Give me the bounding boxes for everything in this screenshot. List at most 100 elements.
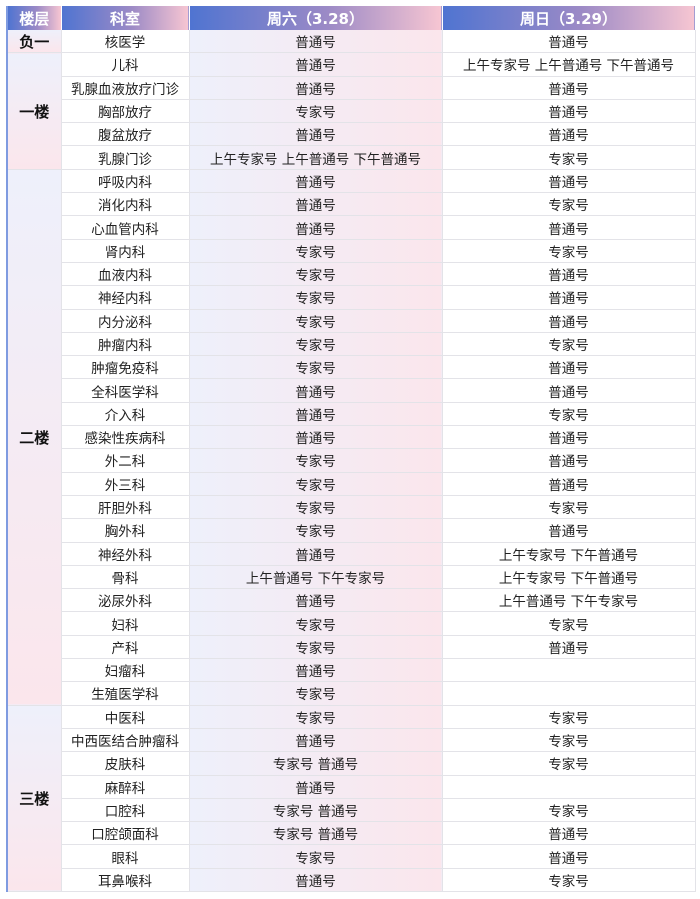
saturday-cell: 普通号 (189, 76, 443, 100)
sunday-cell: 普通号 (442, 844, 696, 869)
sunday-cell: 普通号 (442, 355, 696, 380)
saturday-cell: 专家号 (189, 518, 443, 543)
sunday-cell: 普通号 (442, 425, 696, 450)
sunday-cell: 普通号 (442, 285, 696, 310)
table-row: 乳腺门诊 上午专家号 上午普通号 下午普通号 专家号 (7, 145, 696, 170)
sunday-cell: 专家号 (442, 332, 696, 357)
sunday-cell: 普通号 (442, 169, 696, 194)
header-row: 楼层 科室 周六（3.28） 周日（3.29） (7, 6, 696, 30)
sunday-cell: 上午专家号 上午普通号 下午普通号 (442, 52, 696, 77)
saturday-cell: 普通号 (189, 52, 443, 77)
dept-cell: 眼科 (61, 844, 190, 869)
dept-cell: 中医科 (61, 705, 190, 729)
sunday-cell: 普通号 (442, 821, 696, 846)
saturday-cell: 专家号 (189, 705, 443, 729)
sunday-cell: 专家号 (442, 611, 696, 636)
header-dept: 科室 (61, 6, 190, 30)
table-row: 胸部放疗 专家号 普通号 (7, 99, 696, 124)
dept-cell: 胸部放疗 (61, 99, 190, 124)
saturday-cell: 专家号 (189, 285, 443, 310)
table-row: 泌尿外科 普通号 上午普通号 下午专家号 (7, 588, 696, 613)
floor-cell: 负一 (7, 30, 62, 54)
dept-cell: 产科 (61, 635, 190, 660)
dept-cell: 介入科 (61, 402, 190, 427)
dept-cell: 腹盆放疗 (61, 122, 190, 147)
dept-cell: 呼吸内科 (61, 169, 190, 194)
table-row: 三楼 中医科 专家号 专家号 (7, 705, 696, 892)
dept-cell: 口腔科 (61, 798, 190, 823)
sunday-cell: 普通号 (442, 215, 696, 240)
dept-cell: 生殖医学科 (61, 681, 190, 706)
dept-cell: 麻醉科 (61, 775, 190, 799)
saturday-cell: 专家号 (189, 472, 443, 496)
sunday-cell: 普通号 (442, 518, 696, 543)
saturday-cell: 上午专家号 上午普通号 下午普通号 (189, 145, 443, 170)
floor-cell: 一楼 (7, 52, 62, 170)
saturday-cell: 普通号 (189, 169, 443, 194)
dept-cell: 肿瘤免疫科 (61, 355, 190, 380)
table-row: 心血管内科 普通号 普通号 (7, 215, 696, 240)
table-row: 全科医学科 普通号 普通号 (7, 378, 696, 403)
dept-cell: 神经内科 (61, 285, 190, 310)
dept-cell: 内分泌科 (61, 309, 190, 333)
table-row: 眼科 专家号 普通号 (7, 844, 696, 869)
table-row: 妇瘤科 普通号 (7, 658, 696, 683)
saturday-cell: 专家号 (189, 448, 443, 473)
table-row: 肿瘤内科 专家号 专家号 (7, 332, 696, 357)
table-row: 外三科 专家号 普通号 (7, 472, 696, 496)
dept-cell: 泌尿外科 (61, 588, 190, 613)
table-row: 乳腺血液放疗门诊 普通号 普通号 (7, 76, 696, 100)
dept-cell: 血液内科 (61, 262, 190, 287)
sunday-cell: 专家号 (442, 402, 696, 427)
dept-cell: 乳腺门诊 (61, 145, 190, 170)
saturday-cell: 普通号 (189, 425, 443, 450)
sunday-cell: 普通号 (442, 76, 696, 100)
table-row: 腹盆放疗 普通号 普通号 (7, 122, 696, 147)
saturday-cell: 普通号 (189, 192, 443, 217)
saturday-cell: 专家号 (189, 635, 443, 660)
sunday-cell: 专家号 (442, 192, 696, 217)
table-row: 皮肤科 专家号 普通号 专家号 (7, 751, 696, 776)
sunday-cell: 普通号 (442, 472, 696, 496)
saturday-cell: 普通号 (189, 378, 443, 403)
sunday-cell: 普通号 (442, 262, 696, 287)
table-row: 口腔科 专家号 普通号 专家号 (7, 798, 696, 823)
saturday-cell: 专家号 (189, 681, 443, 706)
saturday-cell: 专家号 (189, 309, 443, 333)
sunday-cell: 专家号 (442, 495, 696, 520)
saturday-cell: 专家号 (189, 355, 443, 380)
sunday-cell: 专家号 (442, 239, 696, 263)
table-row: 外二科 专家号 普通号 (7, 448, 696, 473)
sunday-cell: 上午专家号 下午普通号 (442, 542, 696, 566)
saturday-cell: 专家号 (189, 239, 443, 263)
table-row: 肝胆外科 专家号 专家号 (7, 495, 696, 520)
sunday-cell: 普通号 (442, 448, 696, 473)
saturday-cell: 普通号 (189, 728, 443, 753)
sunday-cell: 上午普通号 下午专家号 (442, 588, 696, 613)
saturday-cell: 专家号 (189, 495, 443, 520)
sunday-cell: 专家号 (442, 868, 696, 892)
saturday-cell: 专家号 普通号 (189, 751, 443, 776)
sunday-cell: 普通号 (442, 30, 696, 54)
sunday-cell (442, 658, 696, 683)
sunday-cell: 普通号 (442, 122, 696, 147)
saturday-cell: 专家号 普通号 (189, 821, 443, 846)
table-row: 耳鼻喉科 普通号 专家号 (7, 868, 696, 892)
schedule-table: 楼层 科室 周六（3.28） 周日（3.29） 负一 核医学 普通号 普通号 一楼 儿科普… (6, 6, 696, 892)
dept-cell: 感染性疾病科 (61, 425, 190, 450)
dept-cell: 耳鼻喉科 (61, 868, 190, 892)
saturday-cell: 专家号 (189, 844, 443, 869)
dept-cell: 妇瘤科 (61, 658, 190, 683)
dept-cell: 核医学 (61, 30, 190, 54)
sunday-cell: 专家号 (442, 728, 696, 753)
saturday-cell: 专家号 (189, 99, 443, 124)
dept-cell: 外二科 (61, 448, 190, 473)
saturday-cell: 上午普通号 下午专家号 (189, 565, 443, 590)
sunday-cell: 普通号 (442, 378, 696, 403)
dept-cell: 口腔颌面科 (61, 821, 190, 846)
saturday-cell: 普通号 (189, 122, 443, 147)
table-row: 妇科 专家号 专家号 (7, 611, 696, 636)
dept-cell: 肿瘤内科 (61, 332, 190, 357)
saturday-cell: 普通号 (189, 215, 443, 240)
dept-cell: 中西医结合肿瘤科 (61, 728, 190, 753)
